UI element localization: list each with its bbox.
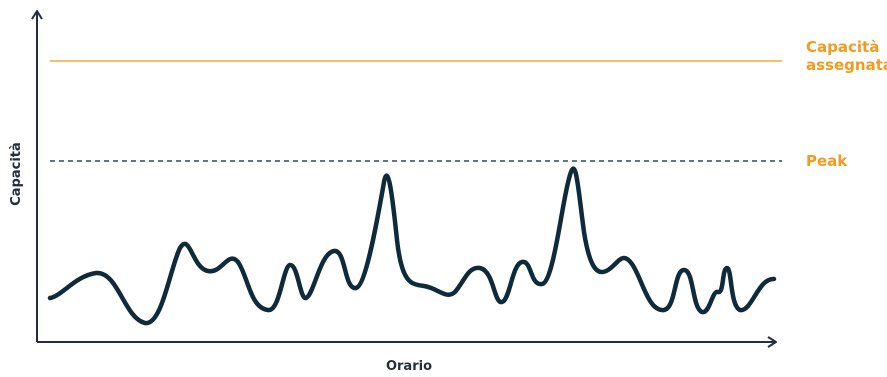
x-axis-label: Orario bbox=[386, 359, 432, 374]
y-axis-arrowhead bbox=[31, 10, 43, 20]
allocated-capacity-label: Capacità assegnata bbox=[806, 38, 887, 74]
allocated-capacity-label-line1: Capacità bbox=[806, 38, 879, 56]
peak-label: Peak bbox=[806, 152, 848, 170]
axes bbox=[31, 10, 777, 348]
usage-curve bbox=[47, 166, 777, 326]
x-axis-arrowhead bbox=[767, 336, 777, 348]
y-axis-label: Capacità bbox=[9, 142, 24, 206]
allocated-capacity-label-line2: assegnata bbox=[806, 56, 887, 74]
